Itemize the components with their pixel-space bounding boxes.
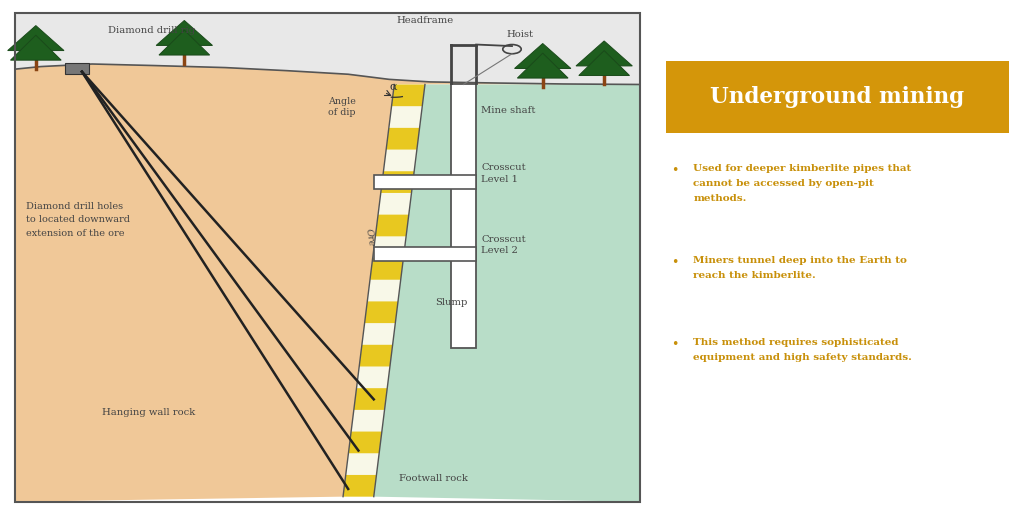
Text: This method requires sophisticated
equipment and high safety standards.: This method requires sophisticated equip… xyxy=(693,338,912,362)
Polygon shape xyxy=(15,13,640,84)
Polygon shape xyxy=(579,51,630,75)
Bar xyxy=(374,175,476,189)
Polygon shape xyxy=(343,475,377,497)
Text: Diamond drill holes
to located downward
extension of the ore: Diamond drill holes to located downward … xyxy=(26,202,130,238)
Polygon shape xyxy=(156,20,213,46)
Text: Mine shaft: Mine shaft xyxy=(481,105,536,115)
Polygon shape xyxy=(517,53,568,78)
Text: Hanging wall rock: Hanging wall rock xyxy=(102,408,196,417)
Text: Used for deeper kimberlite pipes that
cannot be accessed by open-pit
methods.: Used for deeper kimberlite pipes that ca… xyxy=(693,164,911,203)
Text: Ore: Ore xyxy=(364,228,376,248)
Polygon shape xyxy=(575,41,633,66)
Text: •: • xyxy=(671,256,678,269)
Polygon shape xyxy=(370,258,403,280)
Polygon shape xyxy=(365,302,398,323)
Text: Crosscut
Level 1: Crosscut Level 1 xyxy=(481,163,526,184)
Polygon shape xyxy=(391,84,425,106)
Text: Underground mining: Underground mining xyxy=(710,87,964,108)
Polygon shape xyxy=(159,30,210,55)
Polygon shape xyxy=(15,64,640,502)
Text: Slump: Slump xyxy=(435,297,468,307)
Bar xyxy=(374,247,476,261)
Polygon shape xyxy=(381,171,414,193)
Text: •: • xyxy=(671,164,678,177)
Text: Angle
of dip: Angle of dip xyxy=(328,97,355,117)
Text: Miners tunnel deep into the Earth to
reach the kimberlite.: Miners tunnel deep into the Earth to rea… xyxy=(693,256,907,280)
Polygon shape xyxy=(359,345,392,367)
Polygon shape xyxy=(376,215,409,237)
Text: •: • xyxy=(671,338,678,351)
Bar xyxy=(451,84,476,348)
Polygon shape xyxy=(343,84,425,497)
Polygon shape xyxy=(374,84,640,502)
Polygon shape xyxy=(515,44,571,69)
Text: Headframe: Headframe xyxy=(396,16,454,25)
Polygon shape xyxy=(10,35,61,60)
Polygon shape xyxy=(354,388,387,410)
Bar xyxy=(65,63,89,74)
Polygon shape xyxy=(386,128,420,150)
FancyBboxPatch shape xyxy=(666,61,1009,133)
Polygon shape xyxy=(348,432,382,453)
Text: Hoist: Hoist xyxy=(507,30,534,39)
Polygon shape xyxy=(8,26,63,51)
Text: α: α xyxy=(389,81,396,92)
Text: Diamond drill rig: Diamond drill rig xyxy=(108,26,195,35)
Text: Footwall rock: Footwall rock xyxy=(399,474,468,483)
Text: Crosscut
Level 2: Crosscut Level 2 xyxy=(481,234,526,255)
